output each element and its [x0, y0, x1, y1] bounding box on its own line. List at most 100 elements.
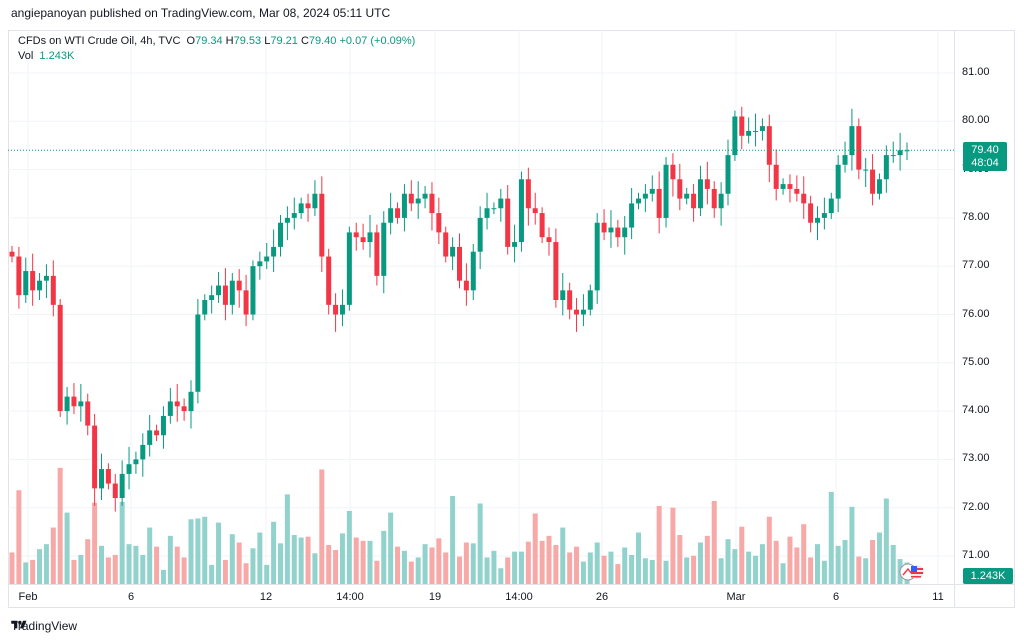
volume-bar	[842, 540, 848, 584]
candle-body	[787, 184, 793, 189]
time-tick-label: 12	[259, 591, 273, 603]
candle-body	[181, 406, 187, 412]
candle-body	[876, 179, 882, 194]
time-tick-label: 26	[595, 591, 609, 603]
publisher-caption: angiepanoyan published on TradingView.co…	[11, 6, 391, 20]
candle-body	[815, 217, 820, 223]
candle-body	[574, 309, 580, 315]
volume-bar	[512, 551, 518, 584]
volume-bar	[532, 513, 538, 584]
volume-label: Vol	[18, 50, 34, 62]
candle-body	[333, 304, 339, 315]
candle-body	[126, 464, 132, 474]
volume-bar	[326, 544, 332, 584]
volume-bar	[99, 545, 104, 584]
time-tick-label: Feb	[18, 591, 38, 603]
volume-bar	[202, 516, 208, 584]
candle-body	[890, 155, 896, 157]
volume-bar	[415, 557, 421, 584]
candle-body	[856, 126, 862, 170]
candle-body	[656, 188, 662, 218]
candle-body	[140, 444, 146, 460]
time-tick-label: 19	[428, 591, 442, 603]
volume-bar	[443, 552, 449, 584]
candle-body	[484, 208, 490, 218]
candle-body	[587, 290, 593, 310]
candle-body	[904, 150, 910, 152]
candle-body	[608, 227, 614, 233]
candle-body	[264, 256, 270, 262]
candle-body	[367, 232, 373, 243]
volume-bar	[37, 549, 43, 584]
candle-body	[677, 179, 683, 199]
time-tick-label: 14:00	[336, 591, 364, 603]
candle-body	[491, 208, 497, 210]
symbol-label[interactable]: CFDs on WTI Crude Oil, 4h, TVC	[18, 35, 181, 47]
volume-bar	[856, 556, 862, 584]
candle-body	[629, 203, 635, 228]
volume-bar	[711, 501, 717, 584]
candle-body	[835, 164, 841, 199]
volume-bar	[794, 547, 800, 584]
price-tick-label: 71.00	[962, 549, 990, 561]
volume-bar	[195, 518, 201, 584]
volume-bar	[30, 559, 36, 584]
candle-body	[408, 193, 414, 204]
us-flag-events-icon[interactable]	[898, 562, 926, 582]
volume-bar	[9, 552, 15, 584]
candle-body	[766, 126, 772, 165]
candle-body	[808, 203, 814, 223]
volume-bar	[505, 557, 511, 584]
volume-bar	[725, 539, 731, 584]
candle-body	[388, 208, 394, 223]
price-tick-label: 74.00	[962, 404, 990, 417]
volume-bar	[594, 542, 600, 584]
candle-body	[429, 193, 435, 214]
candle-body	[360, 237, 366, 243]
volume-bar	[684, 557, 690, 584]
volume-bar	[408, 561, 414, 584]
volume-bar	[381, 530, 387, 584]
candle-body	[704, 179, 710, 189]
volume-bar	[849, 506, 855, 584]
open-value: 79.34	[195, 35, 223, 47]
candle-body	[842, 155, 848, 165]
volume-bar	[126, 544, 132, 584]
candle-body	[759, 126, 765, 131]
volume-bar	[649, 559, 655, 584]
volume-bar	[243, 563, 249, 584]
candle-body	[518, 179, 524, 243]
volume-bar	[477, 503, 483, 584]
chart-plot-area[interactable]	[8, 30, 954, 584]
volume-bar	[470, 543, 476, 584]
volume-bar	[732, 549, 738, 584]
low-value: 79.21	[270, 35, 298, 47]
candle-body	[436, 213, 442, 233]
low-label: L	[264, 35, 271, 47]
candle-body	[43, 275, 49, 281]
volume-bar	[222, 559, 228, 584]
volume-bar	[457, 556, 462, 584]
candle-body	[57, 304, 63, 412]
volume-bar	[92, 502, 98, 584]
candle-body	[553, 242, 559, 301]
candle-body	[525, 179, 531, 209]
volume-bar	[229, 534, 235, 584]
candle-body	[470, 251, 476, 291]
candle-body	[828, 198, 834, 214]
volume-bar	[216, 522, 222, 584]
candle-body	[649, 188, 655, 194]
candle-body	[71, 396, 77, 407]
candle-body	[99, 469, 104, 489]
candle-body	[243, 290, 249, 315]
volume-bar	[718, 558, 724, 584]
candle-body	[642, 193, 648, 199]
volume-bar	[209, 564, 215, 584]
volume-bar	[333, 549, 339, 584]
candle-body	[278, 222, 283, 247]
price-tick-label: 76.00	[962, 307, 990, 320]
volume-bar	[876, 532, 882, 584]
time-tick-label: Mar	[726, 591, 746, 603]
volume-bar	[305, 536, 311, 584]
bar-countdown: 48:04	[971, 157, 999, 169]
